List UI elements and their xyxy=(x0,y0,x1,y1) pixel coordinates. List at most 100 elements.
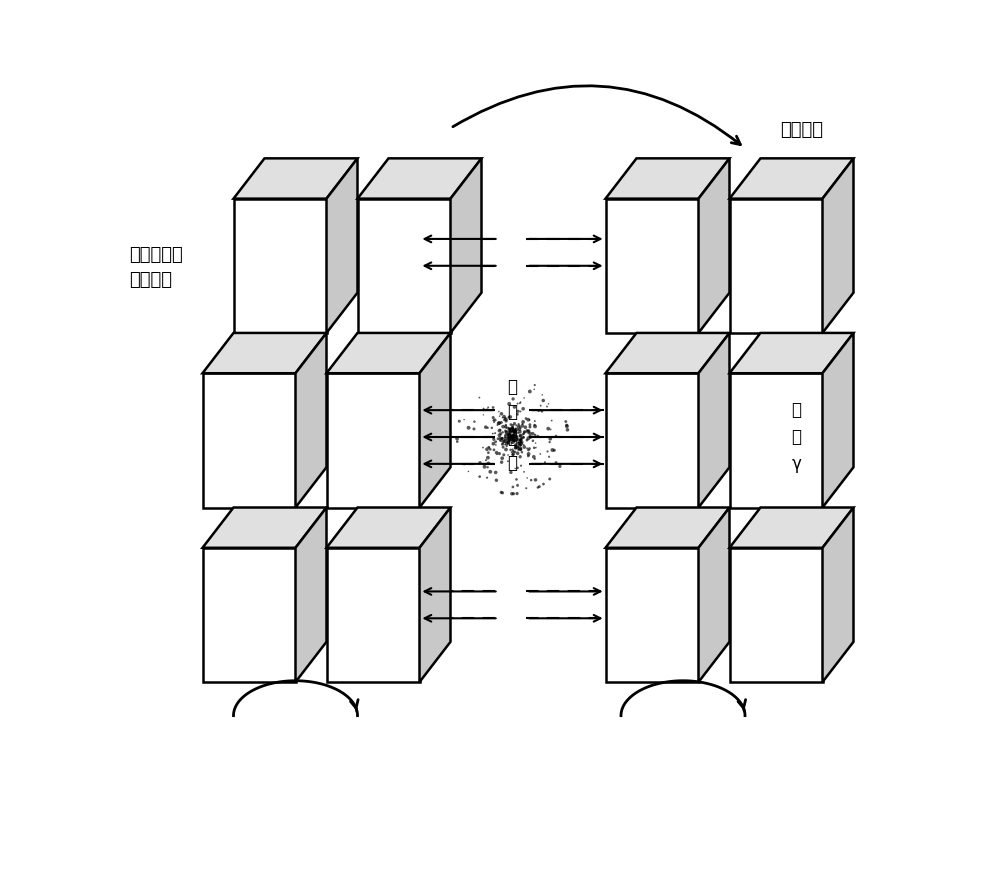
Point xyxy=(505,433,521,447)
Point xyxy=(540,445,556,459)
Point xyxy=(509,439,525,453)
Point xyxy=(488,466,504,480)
Point xyxy=(493,486,509,500)
Polygon shape xyxy=(606,333,730,373)
Point xyxy=(479,403,495,417)
Polygon shape xyxy=(698,508,730,682)
Point xyxy=(512,396,528,410)
Point xyxy=(496,413,512,427)
Point xyxy=(526,383,542,397)
Point xyxy=(512,425,528,439)
Point xyxy=(503,433,519,447)
Point xyxy=(502,433,518,447)
Point xyxy=(486,443,502,457)
Point xyxy=(512,450,528,464)
Point xyxy=(544,443,560,457)
Text: 线: 线 xyxy=(792,401,802,419)
Point xyxy=(493,407,509,421)
Point xyxy=(518,412,534,426)
Point xyxy=(505,430,521,444)
Point xyxy=(527,428,543,442)
Point xyxy=(515,427,531,441)
Point xyxy=(501,431,517,445)
Point xyxy=(505,431,521,445)
Point xyxy=(513,395,529,409)
Point xyxy=(506,433,522,447)
Point xyxy=(507,439,523,453)
Point xyxy=(491,416,507,430)
Point xyxy=(504,431,520,445)
Point xyxy=(503,438,519,452)
Point xyxy=(505,480,521,494)
Point xyxy=(486,413,502,427)
Point xyxy=(507,424,523,438)
Point xyxy=(505,447,521,461)
Point xyxy=(542,435,558,449)
Point xyxy=(510,460,526,474)
Point xyxy=(506,432,522,446)
Point xyxy=(504,430,520,444)
Point xyxy=(496,448,512,462)
Point xyxy=(494,438,510,452)
Point xyxy=(527,419,543,433)
Point xyxy=(502,423,518,437)
Point xyxy=(510,435,526,449)
Point xyxy=(528,473,544,487)
Point xyxy=(505,430,521,444)
Point xyxy=(522,431,538,445)
Point xyxy=(478,453,494,467)
Point xyxy=(544,413,560,427)
Point xyxy=(510,440,526,454)
Point xyxy=(513,405,529,419)
Point xyxy=(489,446,505,460)
Point xyxy=(505,431,521,445)
Point xyxy=(496,410,512,424)
Point xyxy=(497,428,513,442)
Point xyxy=(512,433,528,446)
Point xyxy=(491,416,507,430)
Point xyxy=(466,422,482,436)
Point xyxy=(504,430,520,444)
Polygon shape xyxy=(606,159,730,199)
Point xyxy=(482,442,498,456)
Point xyxy=(456,458,472,472)
Point xyxy=(505,422,521,436)
Point xyxy=(559,423,575,437)
Point xyxy=(512,441,528,455)
Point xyxy=(508,438,524,452)
Polygon shape xyxy=(606,373,698,508)
Point xyxy=(492,432,508,446)
Point xyxy=(516,465,532,479)
Point xyxy=(479,442,495,456)
Point xyxy=(505,444,521,458)
Point xyxy=(498,425,514,439)
Polygon shape xyxy=(730,508,854,548)
Point xyxy=(497,424,513,438)
Point xyxy=(503,436,519,450)
Point xyxy=(513,421,529,435)
Point xyxy=(519,441,535,455)
Text: 射: 射 xyxy=(508,403,518,421)
Point xyxy=(504,431,520,445)
Point xyxy=(511,437,527,451)
Polygon shape xyxy=(358,199,450,333)
Point xyxy=(491,446,507,460)
Point xyxy=(471,391,487,405)
Point xyxy=(494,432,510,446)
Point xyxy=(530,429,546,443)
Point xyxy=(498,414,514,428)
Point xyxy=(500,430,516,444)
Point xyxy=(512,422,528,436)
Point xyxy=(509,433,525,446)
Point xyxy=(504,421,520,435)
Point xyxy=(516,391,532,405)
Point xyxy=(505,431,521,445)
Point xyxy=(513,437,529,451)
Point xyxy=(500,454,516,468)
Point xyxy=(505,422,521,436)
Point xyxy=(507,445,523,459)
Point xyxy=(486,433,502,446)
Point xyxy=(480,446,496,460)
Point xyxy=(510,432,526,446)
Point xyxy=(499,425,515,439)
